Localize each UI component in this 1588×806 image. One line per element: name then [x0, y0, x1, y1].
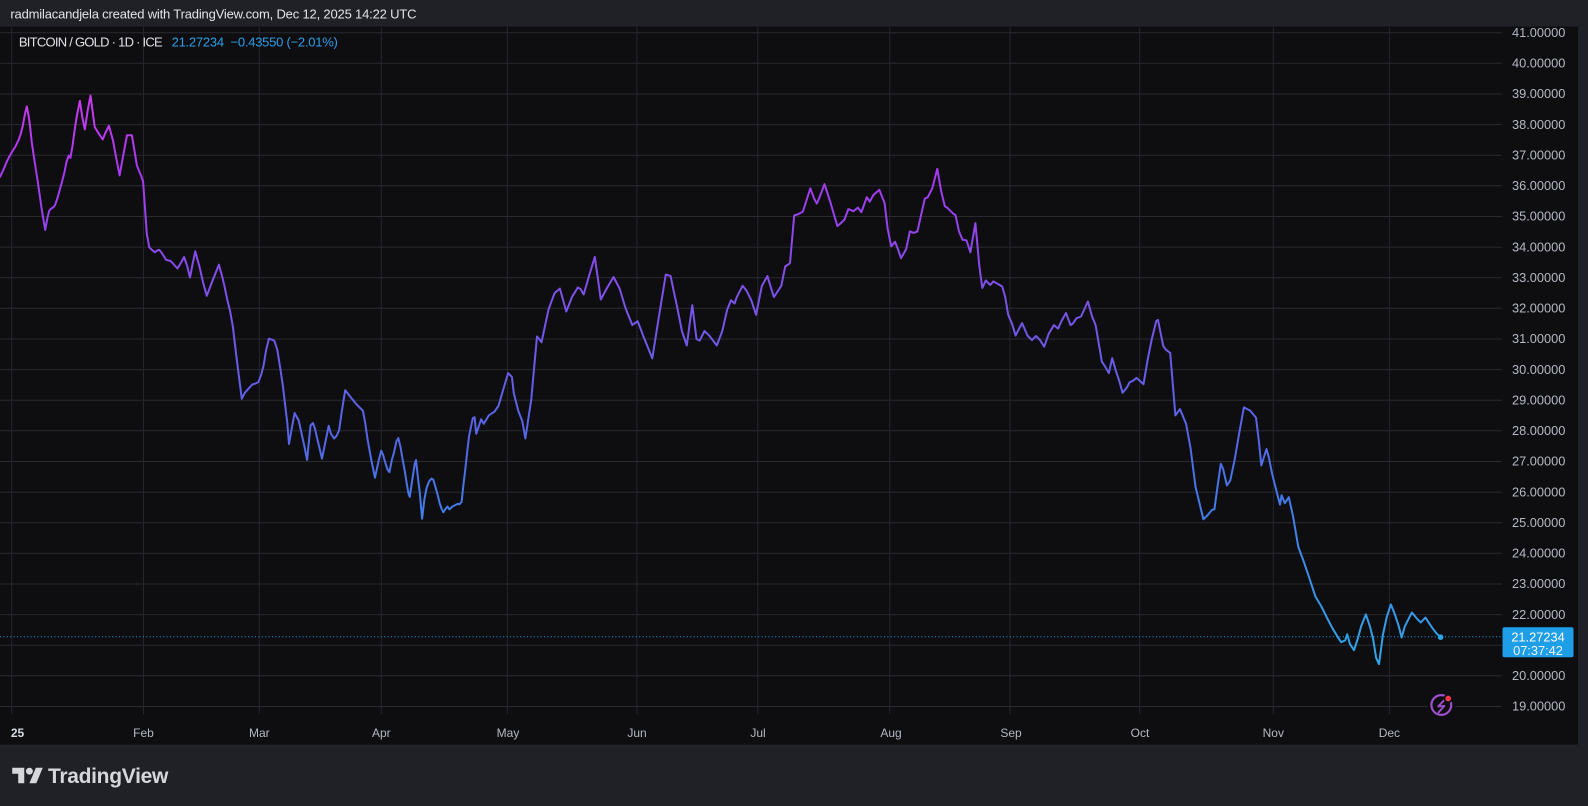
svg-text:radmilacandjela created with T: radmilacandjela created with TradingView…: [10, 7, 416, 22]
svg-text:32.00000: 32.00000: [1512, 301, 1565, 316]
svg-text:Jul: Jul: [750, 726, 765, 740]
svg-text:26.00000: 26.00000: [1512, 484, 1565, 499]
svg-text:40.00000: 40.00000: [1512, 56, 1565, 71]
svg-text:Mar: Mar: [249, 726, 270, 740]
svg-text:28.00000: 28.00000: [1512, 423, 1565, 438]
svg-text:22.00000: 22.00000: [1512, 607, 1565, 622]
svg-text:Oct: Oct: [1131, 726, 1150, 740]
svg-text:21.27234 −0.43550 (−2.01%): 21.27234 −0.43550 (−2.01%): [172, 34, 338, 49]
svg-text:39.00000: 39.00000: [1512, 86, 1565, 101]
svg-text:BITCOIN / GOLD · 1D · ICE: BITCOIN / GOLD · 1D · ICE: [19, 34, 163, 49]
svg-text:35.00000: 35.00000: [1512, 209, 1565, 224]
svg-text:Apr: Apr: [372, 726, 391, 740]
svg-text:25: 25: [11, 726, 25, 740]
svg-text:33.00000: 33.00000: [1512, 270, 1565, 285]
svg-text:21.27234: 21.27234: [1511, 629, 1564, 644]
svg-text:20.00000: 20.00000: [1512, 668, 1565, 683]
svg-text:19.00000: 19.00000: [1512, 699, 1565, 714]
svg-text:37.00000: 37.00000: [1512, 147, 1565, 162]
svg-text:Nov: Nov: [1263, 726, 1284, 740]
svg-text:TradingView: TradingView: [48, 765, 169, 788]
svg-text:38.00000: 38.00000: [1512, 117, 1565, 132]
svg-text:23.00000: 23.00000: [1512, 576, 1565, 591]
svg-text:Feb: Feb: [133, 726, 154, 740]
svg-text:Sep: Sep: [1000, 726, 1022, 740]
svg-text:29.00000: 29.00000: [1512, 392, 1565, 407]
svg-text:25.00000: 25.00000: [1512, 515, 1565, 530]
svg-text:07:37:42: 07:37:42: [1513, 643, 1563, 658]
svg-text:24.00000: 24.00000: [1512, 546, 1565, 561]
svg-text:30.00000: 30.00000: [1512, 362, 1565, 377]
svg-text:41.00000: 41.00000: [1512, 25, 1565, 40]
svg-text:Aug: Aug: [880, 726, 901, 740]
svg-text:27.00000: 27.00000: [1512, 454, 1565, 469]
svg-text:34.00000: 34.00000: [1512, 239, 1565, 254]
svg-text:May: May: [497, 726, 520, 740]
svg-text:Jun: Jun: [627, 726, 646, 740]
svg-text:31.00000: 31.00000: [1512, 331, 1565, 346]
svg-text:Dec: Dec: [1379, 726, 1400, 740]
svg-text:36.00000: 36.00000: [1512, 178, 1565, 193]
